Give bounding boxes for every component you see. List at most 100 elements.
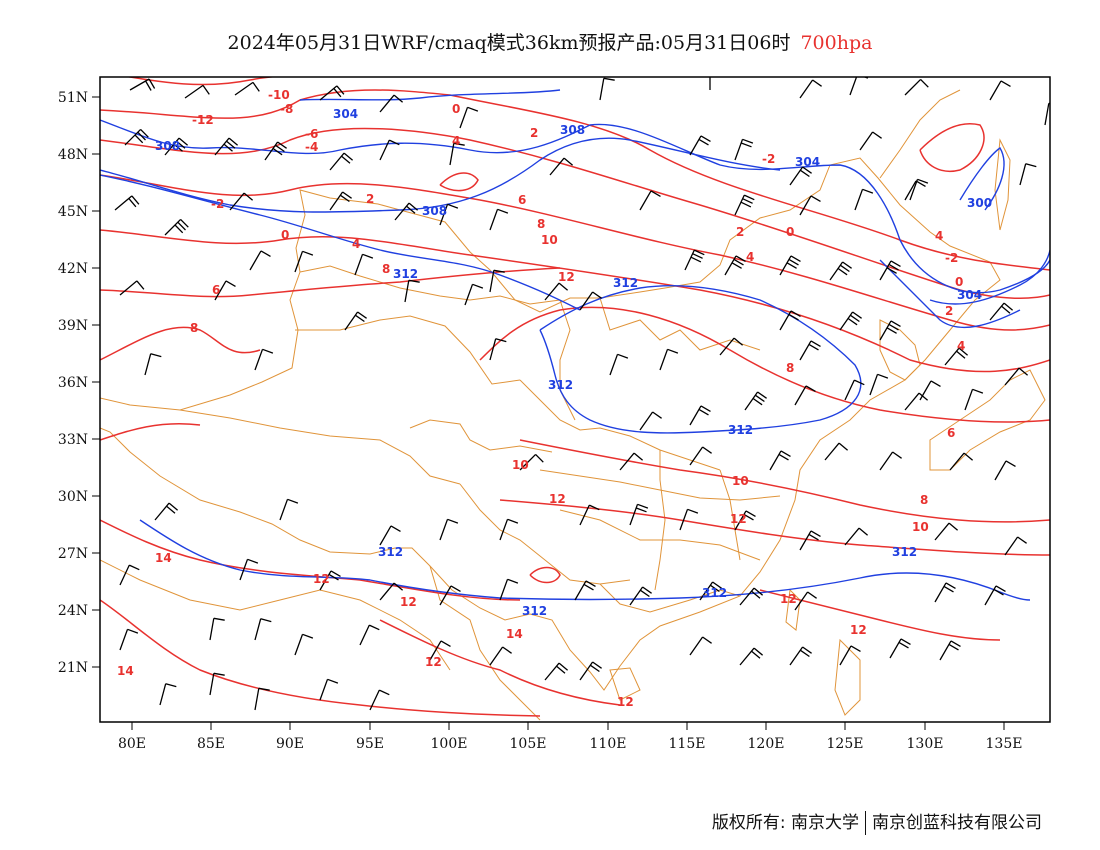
wind-barb — [489, 208, 509, 231]
height-label: 312 — [702, 586, 727, 600]
temp-label: 2 — [736, 225, 744, 239]
height-label: 312 — [892, 545, 917, 559]
wind-barb — [839, 645, 861, 666]
lon-label: 105E — [510, 736, 547, 752]
province-line — [459, 483, 631, 585]
wind-barb — [844, 379, 865, 401]
temp-label: -2 — [211, 197, 224, 211]
wind-barb — [489, 338, 507, 361]
temp-label: 4 — [746, 250, 754, 264]
lon-label: 125E — [827, 736, 864, 752]
footer-divider — [865, 811, 866, 835]
temp-label: 14 — [155, 551, 172, 565]
temp-label: 4 — [935, 229, 943, 243]
wind-barb — [879, 320, 901, 341]
wind-barb — [879, 451, 902, 471]
height-contour — [299, 89, 561, 101]
temp-label: 8 — [537, 217, 545, 231]
temp-label: 6 — [212, 283, 220, 297]
longitude-axis — [131, 722, 1005, 730]
wind-barb — [239, 558, 259, 581]
wind-barb — [799, 195, 821, 216]
isotherm — [919, 123, 985, 172]
height-label: 312 — [393, 267, 418, 281]
temp-label: 0 — [281, 228, 289, 242]
isotherm — [100, 267, 561, 298]
temp-label: 10 — [912, 520, 929, 534]
isotherm — [125, 77, 390, 86]
wind-barb — [949, 452, 974, 471]
temp-label: 2 — [945, 304, 953, 318]
wind-barb — [404, 279, 420, 303]
province-line — [559, 299, 576, 421]
isotherm — [100, 519, 521, 601]
wind-barb — [989, 302, 1014, 321]
company-name: 南京创蓝科技有限公司 — [872, 813, 1042, 833]
height-label: 312 — [522, 604, 547, 618]
wind-barb — [799, 530, 821, 551]
wind-barb — [964, 388, 984, 411]
wind-barb — [119, 564, 140, 586]
wind-barb — [824, 442, 849, 461]
wind-barb — [209, 617, 225, 641]
temp-label: 6 — [947, 426, 955, 440]
wind-barb — [689, 446, 712, 466]
wind-barb — [919, 380, 941, 401]
lat-label: 39N — [58, 318, 88, 334]
temp-label: 12 — [549, 492, 566, 506]
wind-barb — [359, 624, 380, 646]
wind-barb — [354, 253, 374, 276]
wind-barb — [164, 218, 189, 236]
hainan-outline — [609, 667, 641, 701]
wind-barb — [599, 77, 615, 101]
height-label: 308 — [422, 204, 447, 218]
wind-barb — [279, 498, 299, 521]
wind-barb — [799, 340, 821, 361]
wind-barb — [799, 79, 822, 99]
wind-barb — [689, 636, 712, 656]
map-frame — [99, 76, 1051, 723]
wind-barb — [379, 525, 401, 546]
wind-barb — [579, 504, 600, 526]
wind-barb — [719, 337, 744, 356]
lat-label: 30N — [58, 489, 88, 505]
wind-barb — [184, 84, 210, 99]
wind-barb — [709, 77, 711, 90]
wind-barb — [779, 310, 801, 331]
wind-barb — [254, 348, 274, 371]
wind-barb — [124, 128, 149, 146]
wind-barb — [549, 157, 574, 176]
lon-label: 130E — [907, 736, 944, 752]
japan-outline — [929, 369, 1046, 471]
height-contour — [539, 284, 862, 434]
temp-label: 8 — [920, 493, 928, 507]
wind-barb — [379, 139, 400, 161]
wind-barb — [609, 353, 629, 376]
title-main: 2024年05月31日WRF/cmaq模式36km预报产品:05月31日06时 — [227, 32, 791, 54]
taiwan-outline — [785, 588, 801, 631]
wind-barb — [639, 190, 661, 211]
height-label: 304 — [795, 155, 820, 169]
lon-label: 110E — [590, 736, 627, 752]
lat-label: 51N — [58, 90, 88, 106]
wind-barb — [934, 582, 956, 603]
wind-barb — [439, 203, 459, 226]
height-contour — [959, 146, 1005, 211]
wind-barb — [659, 348, 679, 371]
temp-label: -12 — [192, 113, 214, 127]
isotherm — [759, 589, 1001, 641]
wind-barb — [144, 353, 162, 376]
wind-barb — [544, 662, 569, 681]
temp-label: 6 — [518, 193, 526, 207]
wind-barb — [739, 647, 764, 666]
lat-label: 27N — [58, 546, 88, 562]
wind-barb — [734, 138, 754, 161]
wind-barb — [254, 687, 270, 711]
temp-label: 0 — [955, 275, 963, 289]
wind-barb — [639, 411, 662, 431]
wind-barb — [489, 269, 505, 293]
temp-label: -2 — [945, 251, 958, 265]
isotherm — [100, 174, 1050, 331]
province-line — [599, 297, 761, 351]
